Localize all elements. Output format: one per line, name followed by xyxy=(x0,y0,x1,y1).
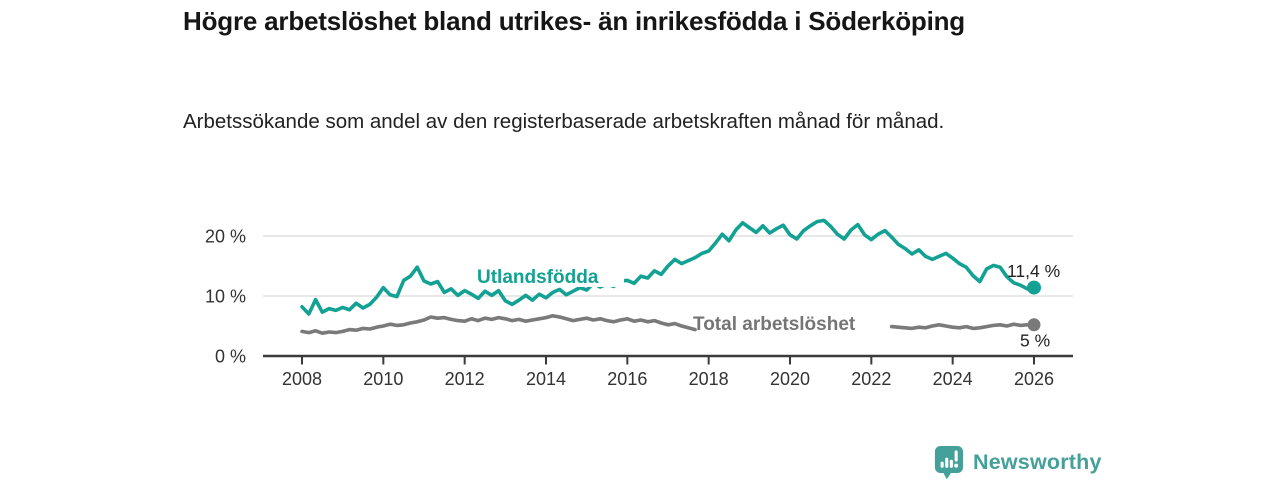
y-tick-label: 10 % xyxy=(205,287,246,307)
bar-chart-speech-bubble-icon xyxy=(934,445,963,479)
series-line-teal xyxy=(300,218,1036,316)
x-tick-label: 2022 xyxy=(851,369,891,389)
newsworthy-wordmark: Newsworthy xyxy=(973,449,1102,474)
series-label: Total arbetslöshet xyxy=(693,314,856,335)
y-tick-label: 20 % xyxy=(205,227,246,247)
newsworthy-logo: Newsworthy xyxy=(934,444,1102,480)
x-tick-label: 2018 xyxy=(689,369,729,389)
series-end-dot xyxy=(1027,280,1041,295)
x-tick-label: 2012 xyxy=(445,369,485,389)
x-tick-label: 2010 xyxy=(363,369,403,389)
x-tick-label: 2020 xyxy=(770,369,810,389)
end-value-annotation: 11,4 % xyxy=(1007,261,1060,281)
x-tick-label: 2024 xyxy=(933,369,973,389)
end-value-annotation: 5 % xyxy=(1020,330,1050,350)
y-tick-label: 0 % xyxy=(215,347,246,367)
label-halo xyxy=(472,262,624,287)
x-tick-label: 2026 xyxy=(1014,369,1054,389)
page-title: Högre arbetslöshet bland utrikes- än inr… xyxy=(183,6,965,36)
x-tick-label: 2014 xyxy=(526,369,566,389)
x-tick-label: 2016 xyxy=(607,369,647,389)
series-label: Utlandsfödda xyxy=(477,267,599,288)
x-tick-label: 2008 xyxy=(282,369,322,389)
page-subtitle: Arbetssökande som andel av den registerb… xyxy=(183,110,945,133)
series-end-dot xyxy=(1027,318,1041,332)
series-line-gray xyxy=(300,314,1036,335)
